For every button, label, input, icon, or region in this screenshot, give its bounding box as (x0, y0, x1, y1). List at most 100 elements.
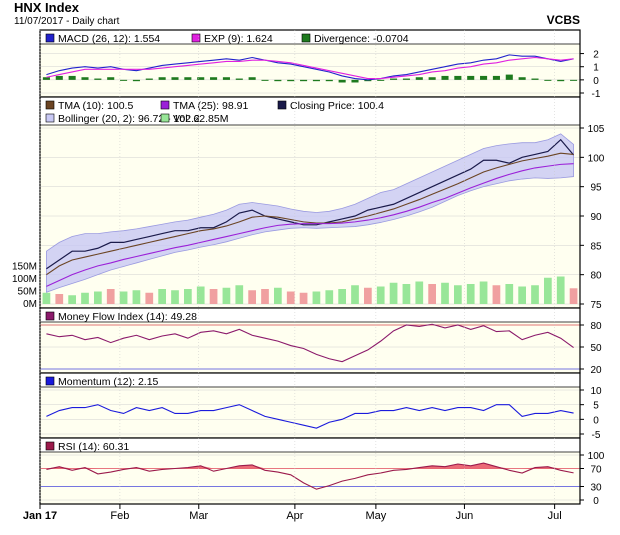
price-legend-label: TMA (10): 100.5 (58, 100, 133, 112)
divergence-bar (274, 79, 282, 82)
momentum-ytick-label: 10 (590, 386, 602, 397)
volume-bar (68, 295, 76, 304)
volume-bar (145, 292, 154, 304)
macd-legend-label: MACD (26, 12): 1.554 (58, 33, 160, 45)
mfi-line (46, 323, 574, 363)
divergence-bar (222, 77, 230, 80)
volume-bar (158, 289, 166, 304)
volume-bar (261, 289, 269, 304)
volume-bar (364, 287, 372, 304)
divergence-bar (557, 79, 565, 82)
bollinger-band (46, 133, 574, 293)
price-legend-swatch (160, 113, 170, 123)
mfi-legend-label: Money Flow Index (14): 49.28 (58, 311, 197, 323)
price-ytick-label: 75 (590, 300, 602, 311)
volume-bar (171, 290, 179, 304)
volume-bar (312, 291, 321, 304)
x-axis: Jan 17 Feb Mar Apr May Jun Jul (23, 30, 562, 522)
macd-ytick-label: 0 (593, 76, 599, 87)
rsi-overbought-fill (46, 463, 574, 469)
divergence-bar (390, 78, 398, 80)
rsi-ytick-label: 70 (590, 465, 602, 476)
divergence-bar (94, 78, 102, 80)
divergence-bar (531, 78, 539, 80)
volume-bar (132, 290, 141, 304)
macd-legend-label: EXP (9): 1.624 (204, 33, 273, 45)
divergence-bar (300, 79, 308, 82)
rsi-ytick-label: 30 (590, 483, 602, 494)
chart-subtitle: 11/07/2017 - Daily chart (14, 16, 120, 27)
price-legend-background (40, 97, 580, 125)
volume-bar (376, 286, 385, 304)
volume-bar (479, 281, 488, 304)
volume-bar (81, 292, 89, 304)
volume-bar (286, 291, 295, 304)
price-legend-swatch (45, 100, 55, 110)
divergence-bar (145, 78, 153, 80)
macd-panel: 2 1 0 -1 MACD (26, 12): 1.554 EXP (9): 1.624 D… (39, 29, 601, 100)
month-label: May (365, 510, 386, 522)
volume-bar (454, 285, 462, 304)
divergence-bar (467, 75, 475, 80)
volume-axis-tick: 100M (12, 274, 37, 285)
divergence-bar (261, 79, 269, 81)
mfi-ytick-label: 20 (590, 365, 602, 376)
volume-bar (119, 291, 128, 304)
macd-ytick-label: 1 (593, 63, 599, 74)
rsi-line (46, 462, 574, 490)
divergence-bar (132, 79, 140, 82)
divergence-bar (120, 79, 128, 81)
divergence-bar (415, 77, 423, 80)
divergence-bar (454, 75, 462, 80)
divergence-bar (505, 74, 513, 80)
volume-bar (544, 277, 552, 304)
volume-axis-tick: 50M (18, 287, 37, 298)
momentum-ytick-label: 5 (593, 401, 599, 412)
price-legend-label: Closing Price: 100.4 (290, 100, 384, 112)
volume-bar (466, 284, 475, 304)
volume-bar (248, 290, 256, 304)
divergence-bar (171, 77, 179, 80)
volume-bar (94, 291, 102, 304)
volume-bar (531, 285, 539, 304)
volume-bar (325, 290, 334, 304)
momentum-plot-background (40, 387, 580, 438)
divergence-bar (325, 79, 333, 82)
volume-bar (106, 289, 115, 304)
close-line (46, 138, 575, 270)
divergence-bar (428, 77, 436, 80)
volume-bar (42, 292, 51, 304)
divergence-bar (377, 79, 385, 81)
momentum-legend-swatch (45, 376, 55, 386)
momentum-ytick-label: 0 (593, 415, 599, 426)
volume-bar (299, 292, 308, 304)
tma25-line (46, 163, 574, 287)
volume-bar (402, 284, 411, 304)
exp-line (46, 56, 574, 80)
macd-legend-swatch (301, 33, 311, 43)
price-ytick-label: 85 (590, 241, 602, 252)
volume-bar (389, 282, 398, 304)
mfi-panel: 80 50 20 Money Flow Index (14): 49.28 (39, 307, 602, 376)
price-ytick-label: 95 (590, 183, 602, 194)
divergence-bar (197, 77, 205, 80)
divergence-bar (351, 79, 359, 83)
rsi-legend-swatch (45, 441, 55, 451)
volume-bar (184, 289, 192, 304)
data-source-label: VCBS (547, 13, 580, 27)
momentum-ytick-label: -5 (592, 430, 601, 441)
momentum-line (46, 404, 574, 429)
tma10-line (46, 152, 574, 276)
divergence-bar (210, 77, 218, 80)
macd-legend-label: Divergence: -0.0704 (314, 33, 409, 45)
month-label: Jul (548, 510, 562, 522)
price-legend-label: TMA (25): 98.91 (173, 100, 248, 112)
rsi-ytick-label: 100 (588, 451, 605, 462)
price-legend-label: Vol: 62.85M (173, 113, 228, 125)
month-label: Feb (110, 510, 129, 522)
divergence-bar (544, 79, 552, 81)
rsi-ytick-label: 0 (593, 496, 599, 507)
rsi-plot-background (40, 452, 580, 504)
volume-bar (338, 289, 346, 304)
